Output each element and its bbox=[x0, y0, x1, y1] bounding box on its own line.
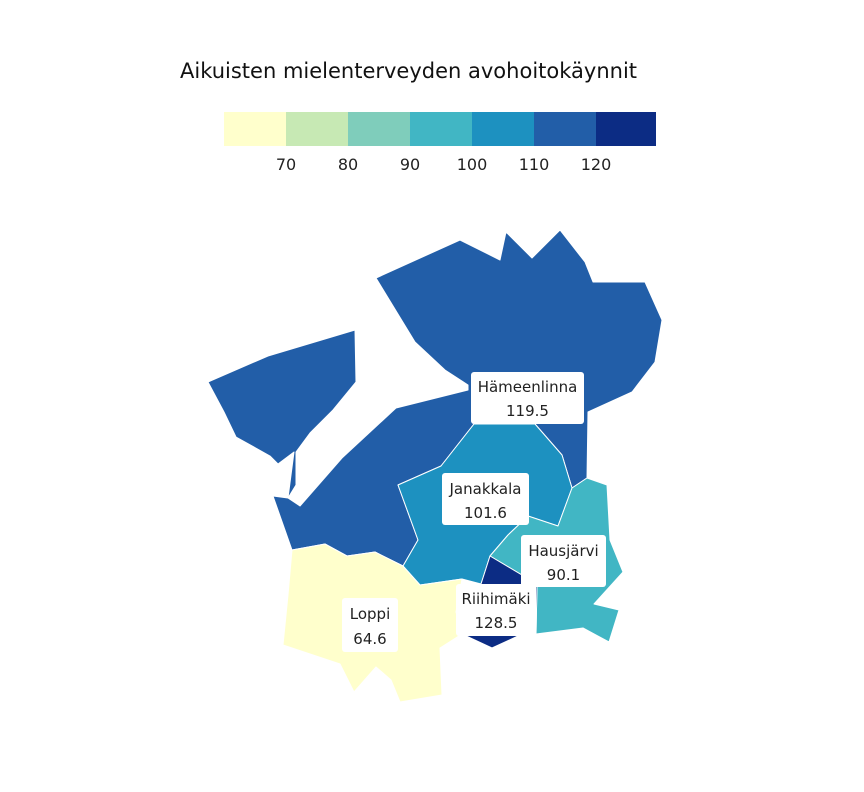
color-legend: 70 80 90 100 110 120 bbox=[224, 112, 656, 174]
label-value: 90.1 bbox=[547, 566, 580, 584]
label-value: 128.5 bbox=[475, 614, 518, 632]
map-regions bbox=[207, 229, 663, 703]
label-name: Hämeenlinna bbox=[478, 378, 578, 396]
legend-tick-2: 80 bbox=[338, 155, 358, 174]
label-name: Loppi bbox=[350, 605, 390, 623]
label-name: Janakkala bbox=[449, 480, 522, 498]
label-name: Hausjärvi bbox=[528, 542, 598, 560]
legend-bin-1 bbox=[224, 112, 286, 146]
label-hausjarvi: Hausjärvi 90.1 bbox=[521, 535, 606, 587]
legend-bin-7 bbox=[596, 112, 656, 146]
legend-tick-4: 100 bbox=[457, 155, 488, 174]
legend-bin-3 bbox=[348, 112, 410, 146]
label-value: 119.5 bbox=[506, 402, 549, 420]
legend-tick-1: 70 bbox=[276, 155, 296, 174]
legend-tick-3: 90 bbox=[400, 155, 420, 174]
label-value: 101.6 bbox=[464, 504, 507, 522]
label-name: Riihimäki bbox=[461, 590, 530, 608]
legend-bin-6 bbox=[534, 112, 596, 146]
label-loppi: Loppi 64.6 bbox=[342, 598, 398, 652]
map-title: Aikuisten mielenterveyden avohoitokäynni… bbox=[180, 59, 637, 83]
legend-bin-4 bbox=[410, 112, 472, 146]
region-labels: Hämeenlinna 119.5 Janakkala 101.6 Hausjä… bbox=[342, 372, 606, 652]
legend-tick-6: 120 bbox=[581, 155, 612, 174]
label-value: 64.6 bbox=[353, 630, 386, 648]
legend-bin-2 bbox=[286, 112, 348, 146]
legend-tick-5: 110 bbox=[519, 155, 550, 174]
label-hameenlinna: Hämeenlinna 119.5 bbox=[471, 372, 584, 424]
legend-bin-5 bbox=[472, 112, 534, 146]
label-riihimaki: Riihimäki 128.5 bbox=[456, 584, 536, 636]
label-janakkala: Janakkala 101.6 bbox=[442, 473, 529, 525]
